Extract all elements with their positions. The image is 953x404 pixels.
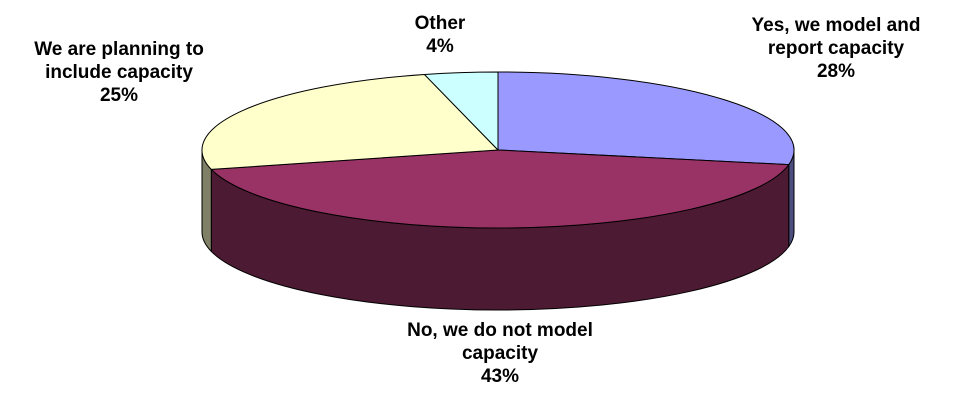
slice-percent-other: 4%	[426, 36, 454, 57]
slice-label-yes: Yes, we model and report capacity 28%	[726, 14, 946, 83]
slice-label-planning-line-1: We are planning to	[34, 39, 204, 60]
slice-label-no-line-1: No, we do not model	[407, 320, 593, 341]
pie-top-faces	[201, 71, 795, 229]
slice-label-yes-line-1: Yes, we model and	[751, 15, 921, 36]
slice-top-no	[210, 149, 790, 229]
slice-label-planning: We are planning to include capacity 25%	[0, 38, 238, 107]
slice-label-other-line-1: Other	[414, 13, 466, 34]
slice-label-yes-line-2: report capacity	[767, 38, 905, 59]
slice-label-no-line-2: capacity	[461, 343, 539, 364]
slice-top-other	[423, 71, 499, 151]
slice-label-other: Other 4%	[400, 12, 480, 58]
pie-side-walls	[201, 149, 795, 311]
slice-percent-no: 43%	[480, 366, 520, 387]
slice-top-planning	[201, 73, 499, 170]
slice-percent-planning: 25%	[99, 85, 139, 106]
slice-percent-yes: 28%	[816, 61, 856, 82]
slice-side-yes	[788, 149, 795, 248]
slice-label-planning-line-2: include capacity	[45, 62, 193, 83]
slice-top-yes	[497, 71, 795, 166]
slice-label-no: No, we do not model capacity 43%	[360, 319, 640, 388]
